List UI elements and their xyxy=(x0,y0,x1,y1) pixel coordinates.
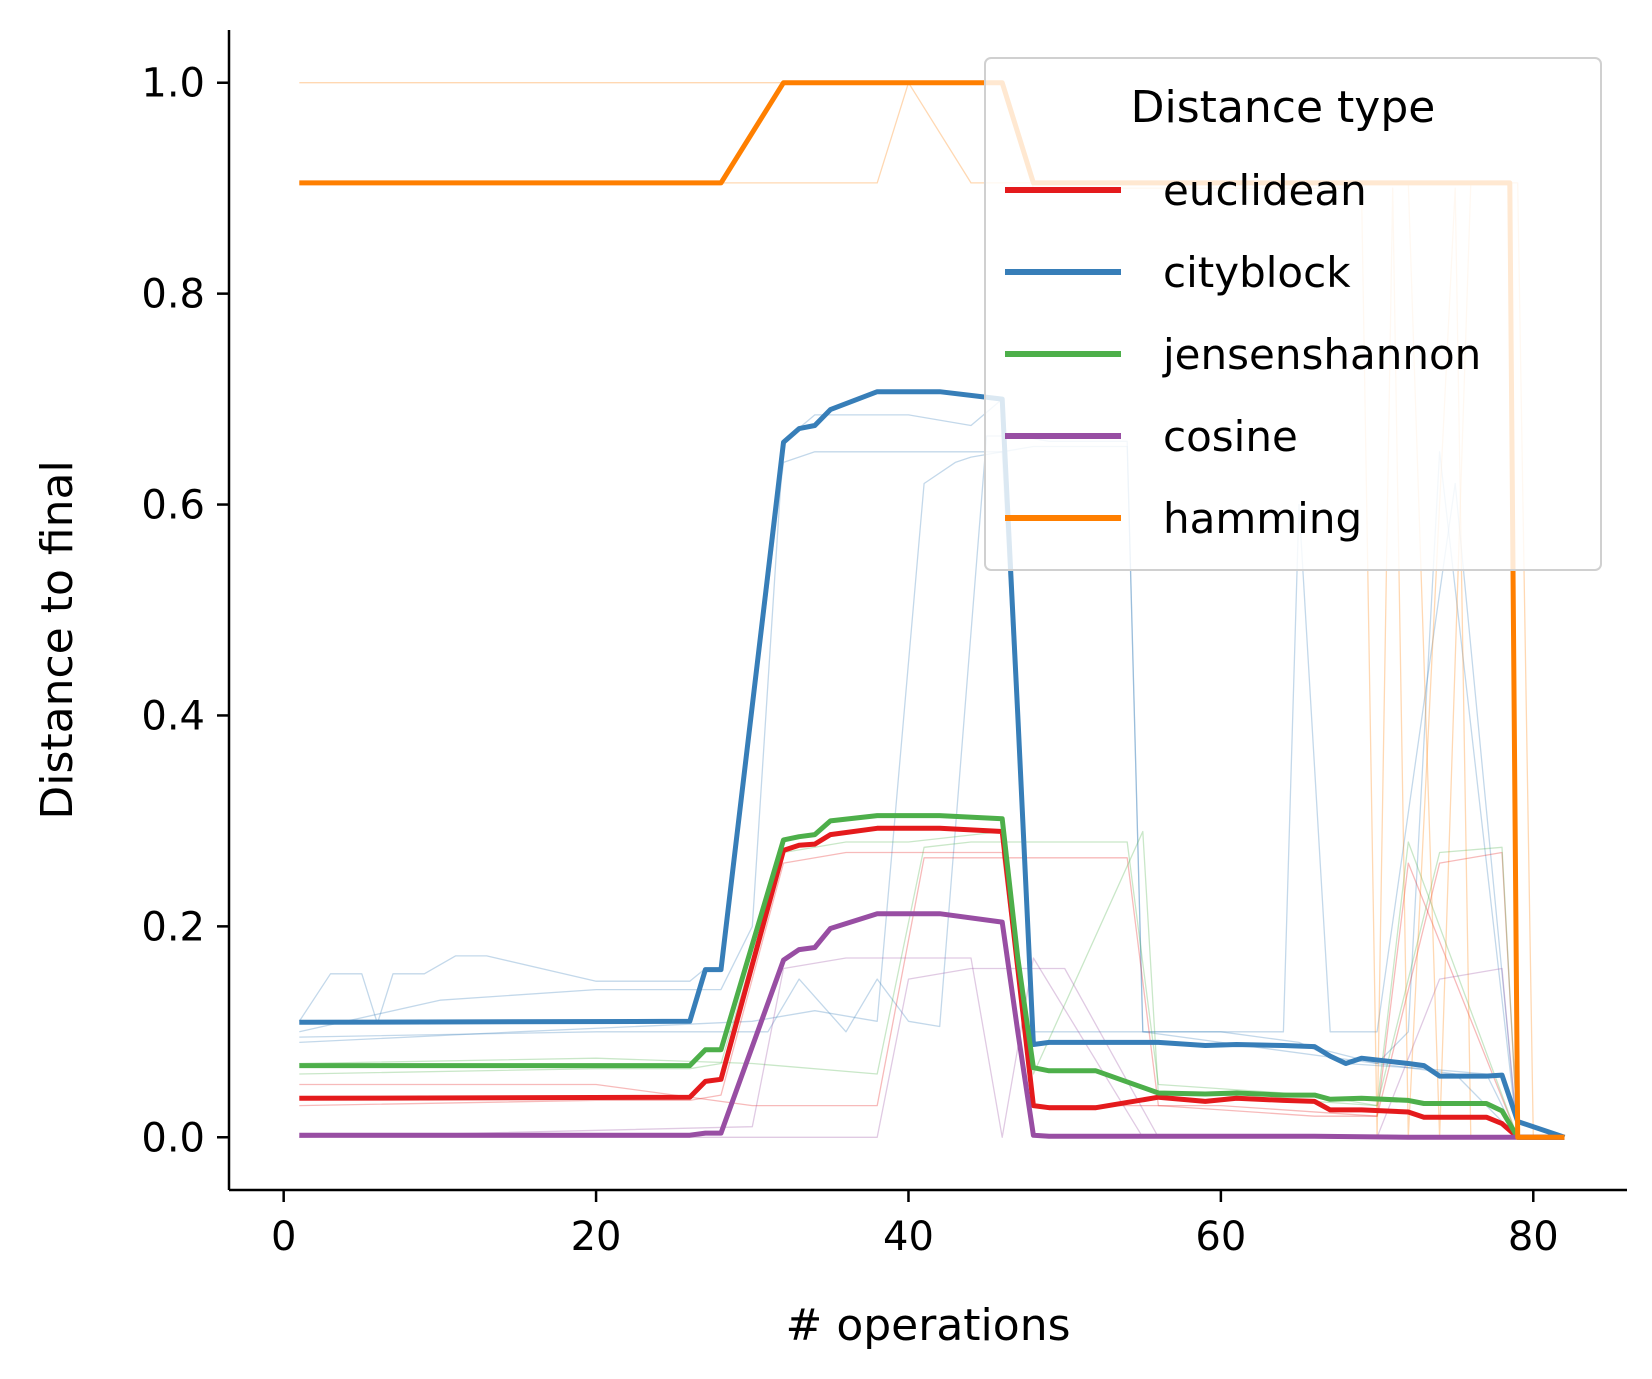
legend-label-jensenshannon: jensenshannon xyxy=(1162,330,1481,379)
background-run-euclidean-4 xyxy=(299,851,1519,1138)
legend: Distance type euclidean cityblock jensensh… xyxy=(984,57,1602,571)
x-axis-title: # operations xyxy=(785,1300,1070,1351)
series-line-cityblock xyxy=(299,389,1566,1140)
x-tick-label: 60 xyxy=(1195,1214,1246,1260)
y-tick-label: 1.0 xyxy=(141,61,205,107)
legend-label-cityblock: cityblock xyxy=(1163,248,1351,297)
series-line-euclidean xyxy=(299,825,1565,1140)
background-run-jensenshannon-6 xyxy=(299,830,1519,1138)
y-tick-label: 0.4 xyxy=(141,693,205,739)
y-tick-label: 0.8 xyxy=(141,272,205,318)
y-tick-label: 0.6 xyxy=(141,483,205,529)
x-tick-label: 0 xyxy=(271,1214,296,1260)
legend-label-hamming: hamming xyxy=(1163,494,1362,543)
background-run-jensenshannon-7 xyxy=(299,841,1519,1138)
legend-label-euclidean: euclidean xyxy=(1163,166,1367,215)
axes: 0 20 40 60 80 0.0 0.2 0.4 0.6 0.8 1.0 xyxy=(141,30,1627,1260)
y-tick-label: 0.2 xyxy=(141,904,205,950)
background-run-cityblock-0 xyxy=(298,451,1519,1138)
legend-label-cosine: cosine xyxy=(1163,412,1298,461)
x-tick-label: 20 xyxy=(571,1214,622,1260)
legend-frame xyxy=(984,57,1602,571)
x-tick-label: 40 xyxy=(883,1214,934,1260)
legend-title: Distance type xyxy=(1131,82,1436,133)
legend-items: euclidean cityblock jensenshannon cosine ham… xyxy=(1005,166,1481,543)
series-line-jensenshannon xyxy=(299,813,1565,1140)
background-run-euclidean-5 xyxy=(299,851,1519,1138)
y-axis-title: Distance to final xyxy=(32,460,83,819)
series-line-cosine xyxy=(299,911,1565,1140)
y-tick-label: 0.0 xyxy=(141,1115,205,1161)
x-tick-label: 80 xyxy=(1508,1214,1559,1260)
